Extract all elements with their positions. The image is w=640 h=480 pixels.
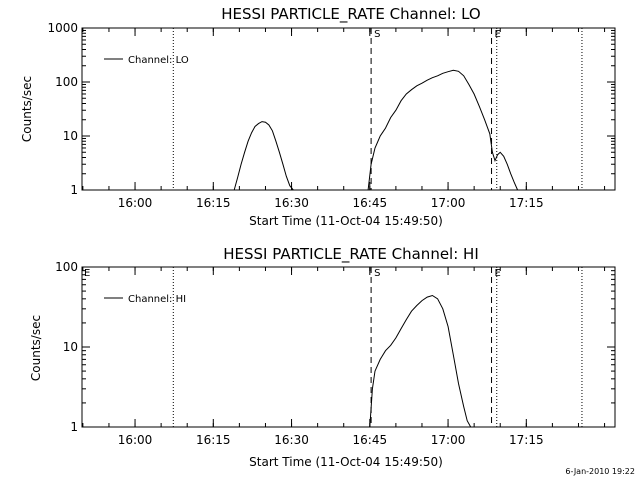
marker-label: E — [495, 268, 501, 279]
x-tick-label: 16:45 — [353, 196, 388, 210]
plot-frame — [81, 27, 616, 191]
data-series — [233, 69, 519, 191]
edge-marker-label: E — [84, 268, 90, 279]
x-axis-label: Start Time (11-Oct-04 15:49:50) — [249, 455, 443, 469]
marker-label: S — [374, 268, 380, 279]
lo-channel-panel: HESSI PARTICLE_RATE Channel: LO 16:00 16:… — [20, 5, 616, 228]
y-axis: 1 10 100 — [55, 260, 615, 434]
y-tick-label: 100 — [55, 260, 78, 274]
x-tick-label: 17:00 — [431, 433, 466, 447]
date-stamp: 6-Jan-2010 19:22 — [565, 467, 635, 476]
y-tick-label: 1 — [70, 420, 78, 434]
legend: Channel: LO — [104, 55, 189, 66]
x-tick-label: 16:15 — [196, 433, 231, 447]
series-line — [369, 294, 472, 428]
interval-lines — [172, 28, 583, 190]
x-tick-label: 17:15 — [509, 433, 544, 447]
data-series — [369, 294, 472, 428]
x-tick-label: 16:00 — [118, 433, 153, 447]
marker-label: E — [495, 29, 501, 40]
interval-lines — [172, 267, 583, 427]
x-tick-label: 16:15 — [196, 196, 231, 210]
chart-title: HESSI PARTICLE_RATE Channel: LO — [221, 5, 480, 24]
marker-label: S — [374, 29, 380, 40]
legend-entry: Channel: HI — [128, 294, 186, 305]
y-tick-label: 10 — [63, 129, 78, 143]
y-axis-label: Counts/sec — [20, 76, 34, 142]
y-tick-label: 1 — [70, 183, 78, 197]
hi-channel-panel: HESSI PARTICLE_RATE Channel: HI 16:00 16:… — [29, 245, 616, 469]
chart-title: HESSI PARTICLE_RATE Channel: HI — [223, 245, 479, 264]
series-line — [233, 121, 294, 191]
legend: Channel: HI — [104, 294, 186, 305]
plot-frame — [81, 266, 616, 428]
series-line — [367, 69, 519, 191]
x-axis: 16:00 16:15 16:30 16:45 17:00 17:15 — [82, 267, 606, 447]
x-tick-label: 17:15 — [509, 196, 544, 210]
x-tick-label: 16:30 — [274, 433, 309, 447]
y-tick-label: 100 — [55, 75, 78, 89]
x-axis: 16:00 16:15 16:30 16:45 17:00 17:15 — [82, 28, 606, 210]
x-tick-label: 16:00 — [118, 196, 153, 210]
y-tick-label: 1000 — [47, 21, 78, 35]
y-tick-label: 10 — [63, 340, 78, 354]
x-axis-label: Start Time (11-Oct-04 15:49:50) — [249, 214, 443, 228]
x-tick-label: 17:00 — [431, 196, 466, 210]
y-axis-label: Counts/sec — [29, 315, 43, 381]
y-axis: 1 10 100 1000 — [47, 21, 615, 197]
x-tick-label: 16:45 — [353, 433, 388, 447]
legend-entry: Channel: LO — [128, 55, 189, 66]
x-tick-label: 16:30 — [274, 196, 309, 210]
